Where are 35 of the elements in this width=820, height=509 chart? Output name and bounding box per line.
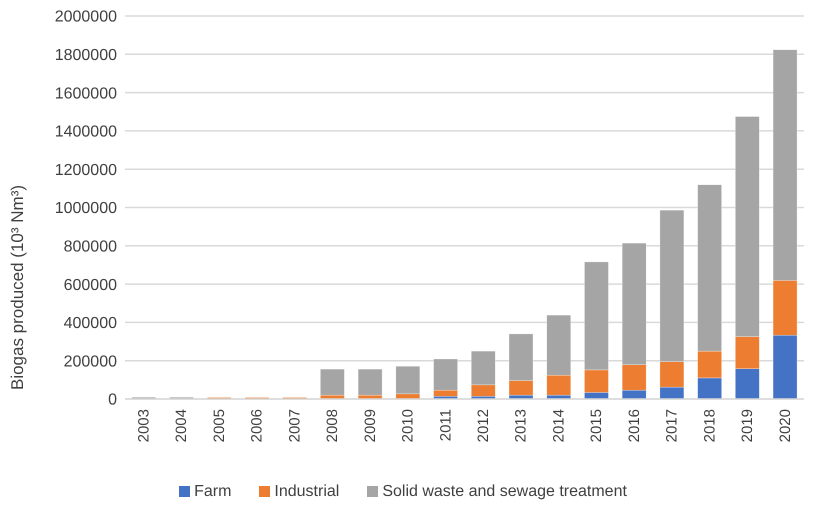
- x-tick-label: 2009: [362, 409, 379, 442]
- x-tick-label: 2013: [512, 409, 530, 442]
- legend-label: Industrial: [274, 483, 340, 500]
- x-tick-label: 2016: [626, 409, 643, 442]
- y-tick-label: 1400000: [54, 124, 118, 141]
- x-tick-label: 2006: [248, 409, 266, 442]
- x-tick-label: 2012: [475, 409, 492, 442]
- x-tick-label: 2014: [550, 409, 568, 442]
- x-tick-label: 2003: [136, 409, 153, 442]
- x-tick-label: 2008: [324, 409, 342, 442]
- x-tick-label: 2017: [664, 409, 681, 442]
- x-tick-label: 2010: [400, 409, 417, 442]
- x-tick-label: 2019: [739, 409, 756, 442]
- y-tick-label: 600000: [64, 276, 118, 294]
- x-tick-label: 2005: [210, 409, 228, 442]
- x-tick-label: 2007: [286, 409, 304, 442]
- legend-label: Solid waste and sewage treatment: [382, 483, 627, 500]
- x-tick-label: 2015: [588, 409, 606, 442]
- y-tick-label: 1200000: [54, 162, 118, 179]
- x-tick-label: 2004: [173, 409, 190, 442]
- bar: [358, 368, 382, 396]
- x-tick-label: 2018: [701, 409, 718, 442]
- bar: [320, 368, 345, 396]
- y-tick-label: 400000: [64, 315, 118, 332]
- x-tick-label: 2020: [776, 409, 794, 442]
- y-tick-label: 0: [108, 392, 118, 409]
- x-tick-label: 2011: [437, 409, 454, 442]
- y-tick-label: 2000000: [54, 8, 118, 26]
- y-tick-label: 1600000: [54, 85, 118, 102]
- y-tick-label: 800000: [64, 238, 118, 256]
- y-tick-label: 200000: [64, 353, 118, 370]
- y-axis-title: Biogas produced (10³ Nm³): [8, 184, 28, 390]
- y-tick-label: 1800000: [54, 46, 118, 64]
- legend-label: Farm: [194, 483, 232, 500]
- y-tick-label: 1000000: [54, 200, 118, 218]
